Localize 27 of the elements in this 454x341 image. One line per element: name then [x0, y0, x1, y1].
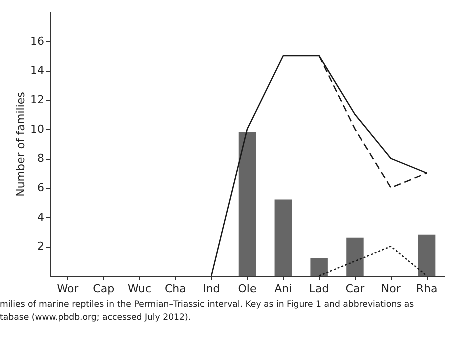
y-tick-label: 2	[38, 240, 44, 254]
y-tick-label: 12	[30, 94, 44, 106]
x-tick-label: Ind	[202, 282, 220, 296]
bar	[238, 132, 256, 276]
bar	[418, 234, 436, 276]
y-tick-label: 4	[38, 210, 44, 224]
y-tick-label: 6	[38, 182, 44, 194]
y-axis-title: Number of families	[14, 92, 28, 197]
x-tick-label: Cap	[93, 282, 115, 296]
x-tick-label: Cha	[164, 282, 186, 296]
bar	[274, 200, 292, 276]
y-tick-label: 14	[30, 64, 44, 78]
x-tick-label: Wuc	[128, 282, 152, 296]
y-tick-label: 10	[30, 122, 44, 136]
x-tick-label: Ole	[238, 282, 257, 296]
x-tick-label: Ani	[274, 282, 292, 296]
y-tick-label: 16	[30, 34, 44, 48]
text: tabase (www.pbdb.org; accessed July 2012).	[0, 313, 192, 323]
bar	[346, 238, 364, 276]
x-tick-label: Wor	[57, 282, 80, 296]
text: milies of marine reptiles in the Permian–Triassic interval. Key as in Figure 1 and abbreviations as	[0, 300, 415, 310]
y-tick-label: 8	[38, 152, 44, 166]
x-tick-label: Nor	[381, 282, 402, 296]
x-tick-label: Rha	[416, 282, 438, 296]
bar	[310, 258, 328, 276]
x-tick-label: Lad	[309, 282, 330, 296]
x-tick-label: Car	[346, 282, 366, 296]
